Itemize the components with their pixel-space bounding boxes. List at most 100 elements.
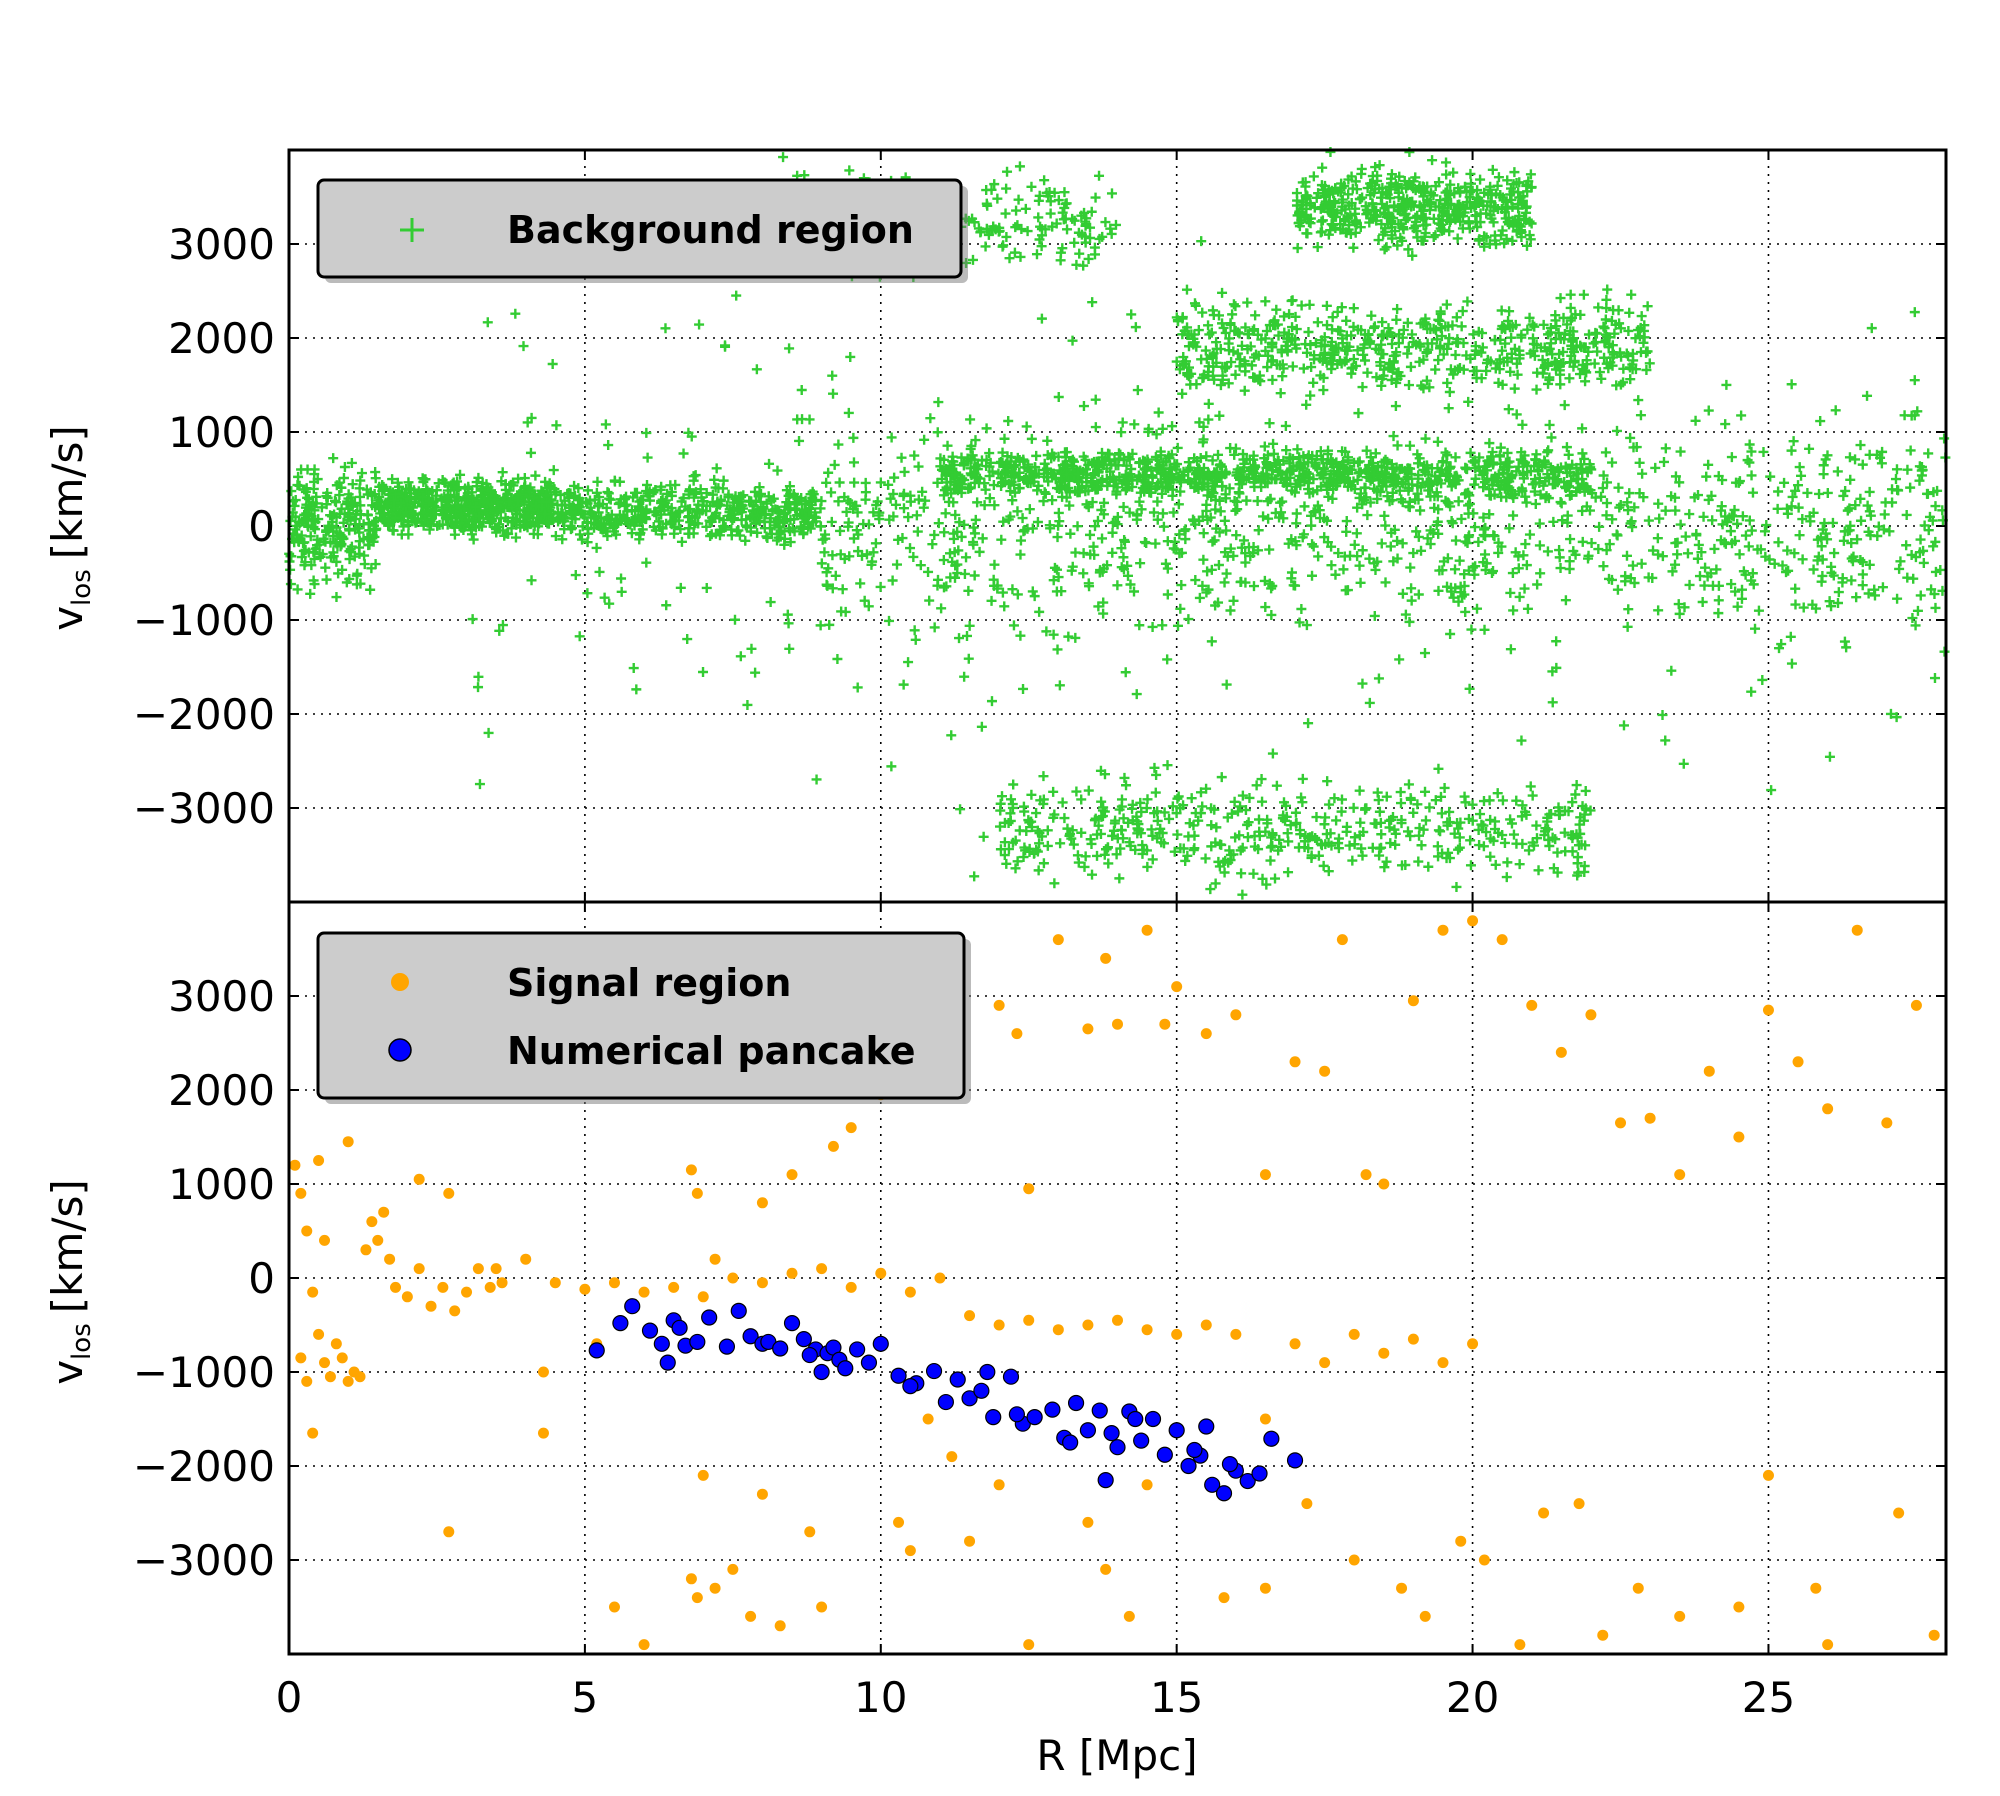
background-point xyxy=(1561,442,1572,453)
background-point xyxy=(1377,317,1388,328)
background-point xyxy=(1065,528,1076,539)
background-point xyxy=(1299,501,1310,512)
background-point xyxy=(330,497,341,508)
background-point xyxy=(1773,486,1784,497)
background-point xyxy=(1493,537,1504,548)
background-point xyxy=(1691,528,1702,539)
background-point xyxy=(995,456,1006,467)
background-point xyxy=(411,517,422,528)
background-point xyxy=(403,477,414,488)
background-point xyxy=(1074,487,1085,498)
background-point xyxy=(950,469,961,480)
background-point xyxy=(1514,345,1525,356)
background-point xyxy=(1010,460,1021,471)
background-point xyxy=(513,473,524,484)
background-point xyxy=(1469,479,1480,490)
background-point xyxy=(1815,416,1826,427)
background-point xyxy=(1584,505,1595,516)
background-point xyxy=(382,501,393,512)
background-point xyxy=(1488,566,1499,577)
background-point xyxy=(334,490,345,501)
background-point xyxy=(515,522,526,533)
background-point xyxy=(674,505,685,516)
background-point xyxy=(1434,466,1445,477)
background-point xyxy=(1188,339,1199,350)
background-point xyxy=(489,494,500,505)
background-point xyxy=(1056,586,1067,597)
background-point xyxy=(1480,522,1491,533)
background-point xyxy=(1790,485,1801,496)
background-point xyxy=(938,490,949,501)
background-point xyxy=(938,465,949,476)
background-point xyxy=(611,529,622,540)
background-point xyxy=(988,480,999,491)
background-point xyxy=(1223,378,1234,389)
background-point xyxy=(1406,595,1417,606)
background-point xyxy=(1557,515,1568,526)
background-point xyxy=(1231,470,1242,481)
background-point xyxy=(1188,514,1199,525)
background-point xyxy=(1448,592,1459,603)
background-point xyxy=(1279,311,1290,322)
background-point xyxy=(1422,533,1433,544)
background-point xyxy=(1577,448,1588,459)
background-point xyxy=(1172,442,1183,453)
background-point xyxy=(560,499,571,510)
background-point xyxy=(1247,469,1258,480)
background-point xyxy=(816,558,827,569)
background-point xyxy=(519,482,530,493)
background-point xyxy=(1333,548,1344,559)
background-point xyxy=(333,568,344,579)
background-point xyxy=(532,508,543,519)
background-point xyxy=(939,582,949,593)
background-point xyxy=(1306,362,1317,373)
background-point xyxy=(1670,471,1681,482)
background-point xyxy=(1513,563,1524,574)
background-point xyxy=(1700,562,1711,573)
background-point xyxy=(1555,293,1566,304)
background-point xyxy=(1063,631,1074,642)
background-point xyxy=(1506,348,1517,359)
background-point xyxy=(1415,341,1426,352)
background-point xyxy=(1901,509,1912,520)
background-point xyxy=(641,513,652,524)
background-point xyxy=(1715,505,1726,516)
background-point xyxy=(626,505,637,516)
background-point xyxy=(1413,589,1424,600)
background-point xyxy=(1746,575,1757,586)
background-point xyxy=(1291,518,1302,529)
background-point xyxy=(1839,526,1850,537)
background-point xyxy=(1087,497,1098,508)
background-point xyxy=(966,454,977,465)
background-point xyxy=(1548,465,1559,476)
background-point xyxy=(1153,464,1164,475)
background-point xyxy=(868,547,879,558)
background-point xyxy=(1457,306,1468,317)
background-point xyxy=(898,503,909,514)
background-point xyxy=(826,487,837,498)
background-point xyxy=(1372,493,1383,504)
background-point xyxy=(1826,561,1837,572)
background-point xyxy=(963,585,974,596)
background-point xyxy=(1524,529,1535,540)
background-point xyxy=(597,524,608,535)
background-point xyxy=(1291,508,1302,519)
background-point xyxy=(950,509,961,520)
background-point xyxy=(1189,478,1200,489)
background-point xyxy=(1038,496,1049,507)
background-point xyxy=(1473,326,1484,337)
background-point xyxy=(1132,510,1143,521)
background-point xyxy=(656,529,667,540)
background-point xyxy=(1359,482,1370,493)
background-point xyxy=(1583,329,1594,340)
background-point xyxy=(740,535,751,546)
background-point xyxy=(773,529,784,540)
background-point xyxy=(301,483,312,494)
background-point xyxy=(399,511,410,522)
background-point xyxy=(1005,486,1016,497)
background-point xyxy=(1253,374,1264,385)
background-point xyxy=(536,502,547,513)
background-point xyxy=(1306,520,1317,531)
background-point xyxy=(1178,359,1189,370)
background-point xyxy=(1031,450,1042,461)
